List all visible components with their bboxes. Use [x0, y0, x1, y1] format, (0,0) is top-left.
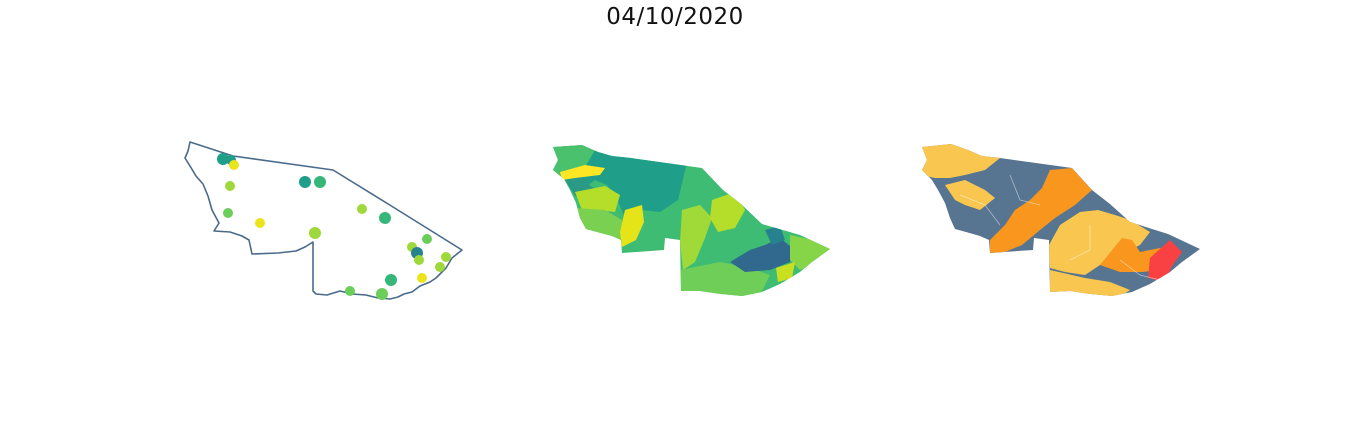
risk-zone-west-yellow [945, 180, 995, 210]
risk-zone-borders [959, 174, 1161, 281]
station-marker [441, 252, 451, 262]
station-marker [225, 181, 235, 191]
surface-zone-se-lime [776, 262, 795, 282]
surface-zone-west-lime [575, 186, 620, 212]
station-marker [223, 208, 233, 218]
risk-zone-red-spot [1148, 240, 1182, 282]
station-marker [414, 255, 424, 265]
station-marker [345, 286, 355, 296]
surface-zone-nw [553, 145, 605, 178]
station-marker [217, 153, 229, 165]
station-marker [357, 204, 367, 214]
surface-zone-east-lime [710, 192, 745, 232]
station-marker [385, 274, 397, 286]
surface-zone-yellow-band [620, 205, 644, 247]
risk-zone-orange-band [990, 168, 1092, 253]
surface-zone-west-yellow-streak [560, 165, 605, 180]
station-marker [309, 227, 321, 239]
station-marker [376, 288, 388, 300]
station-markers [217, 153, 451, 300]
risk-zone-central-yellow [1049, 210, 1150, 275]
station-points-map [184, 141, 463, 300]
station-marker [379, 212, 391, 224]
station-marker [229, 160, 239, 170]
station-marker [417, 273, 427, 283]
risk-class-map [922, 144, 1200, 296]
station-marker [255, 218, 265, 228]
state-outline [184, 141, 463, 300]
surface-zone-east-dark [730, 238, 795, 272]
surface-zone-central-light [680, 205, 712, 270]
station-marker [299, 176, 311, 188]
station-marker [314, 176, 326, 188]
surface-zone-far-east [790, 235, 830, 270]
figure-title: 04/10/2020 [606, 4, 744, 30]
station-marker [435, 262, 445, 272]
interpolated-surface-map [553, 145, 830, 296]
station-marker [422, 234, 432, 244]
surface-zone-north-teal [573, 150, 690, 215]
surface-zone-east-spot [765, 226, 785, 245]
